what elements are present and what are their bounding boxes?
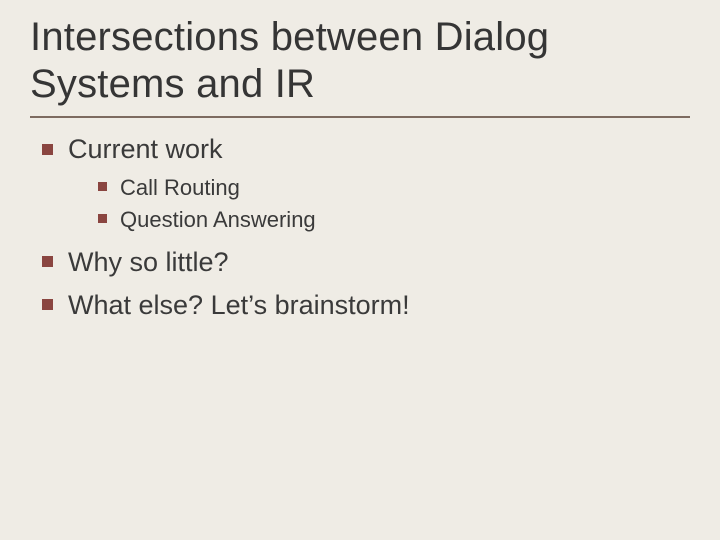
slide: Intersections between Dialog Systems and… <box>0 0 720 540</box>
list-item-label: Call Routing <box>120 175 240 200</box>
slide-title: Intersections between Dialog Systems and… <box>30 14 690 108</box>
bullet-list-level-1: Current work Call Routing Question Answe… <box>40 132 690 323</box>
list-item-label: Why so little? <box>68 247 229 277</box>
list-item-label: Question Answering <box>120 207 316 232</box>
list-item: Current work Call Routing Question Answe… <box>40 132 690 234</box>
list-item-label: Current work <box>68 134 223 164</box>
bullet-list-level-2: Call Routing Question Answering <box>98 173 690 234</box>
list-item: What else? Let’s brainstorm! <box>40 288 690 323</box>
list-item: Why so little? <box>40 245 690 280</box>
list-item: Call Routing <box>98 173 690 203</box>
list-item: Question Answering <box>98 205 690 235</box>
title-underline <box>30 116 690 118</box>
list-item-label: What else? Let’s brainstorm! <box>68 290 410 320</box>
